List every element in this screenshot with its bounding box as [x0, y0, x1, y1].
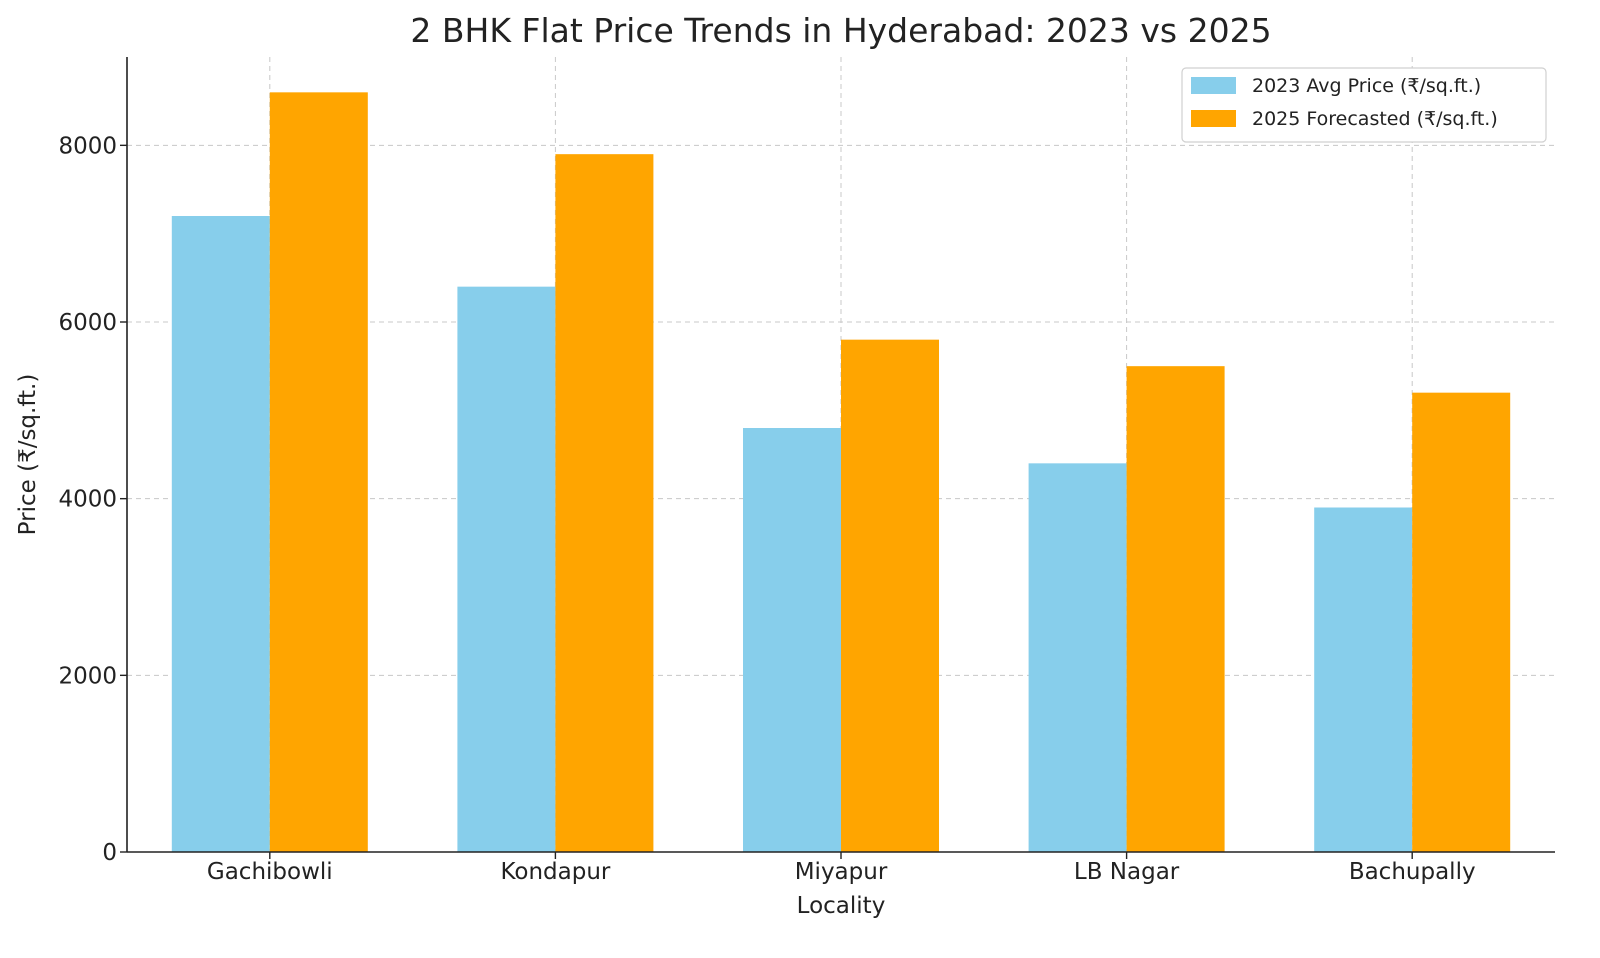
x-tick-label-lb-nagar: LB Nagar [1074, 859, 1180, 885]
y-tick-label-6000: 6000 [58, 310, 117, 336]
bar-2025-miyapur [841, 339, 939, 853]
legend: 2023 Avg Price (₹/sq.ft.) 2025 Forecaste… [1181, 67, 1547, 143]
x-tick-label-bachupally: Bachupally [1349, 859, 1476, 885]
bar-2023-bachupally [1314, 507, 1413, 852]
y-tick-label-2000: 2000 [58, 663, 117, 689]
bar-2023-kondapur [457, 286, 556, 853]
y-tick-label-0: 0 [102, 840, 117, 866]
legend-label-2023: 2023 Avg Price (₹/sq.ft.) [1252, 75, 1481, 97]
y-tick-label-8000: 8000 [58, 133, 117, 159]
x-tick-label-miyapur: Miyapur [795, 859, 888, 885]
chart-title: 2 BHK Flat Price Trends in Hyderabad: 20… [410, 11, 1271, 50]
x-axis-label: Locality [797, 893, 886, 919]
legend-swatch-2025 [1191, 110, 1236, 127]
y-tick-label-4000: 4000 [58, 487, 117, 513]
bar-2025-kondapur [555, 154, 654, 852]
legend-frame [1181, 67, 1547, 143]
x-tick-label-kondapur: Kondapur [500, 859, 610, 885]
x-tick-label-gachibowli: Gachibowli [207, 859, 333, 885]
bar-2023-gachibowli [171, 216, 270, 852]
bar-2025-bachupally [1412, 392, 1511, 852]
bar-2023-lb-nagar [1028, 463, 1127, 852]
bar-2023-miyapur [743, 428, 841, 852]
y-axis-label: Price (₹/sq.ft.) [15, 374, 41, 536]
legend-label-2025: 2025 Forecasted (₹/sq.ft.) [1252, 108, 1498, 130]
legend-swatch-2023 [1191, 77, 1236, 94]
bar-2025-gachibowli [269, 92, 368, 853]
bars [171, 92, 1511, 853]
x-ticks: Gachibowli Kondapur Miyapur LB Nagar Bachupa… [207, 852, 1476, 885]
y-ticks: 0 2000 4000 6000 8000 [58, 133, 127, 866]
bar-2025-lb-nagar [1126, 366, 1225, 852]
